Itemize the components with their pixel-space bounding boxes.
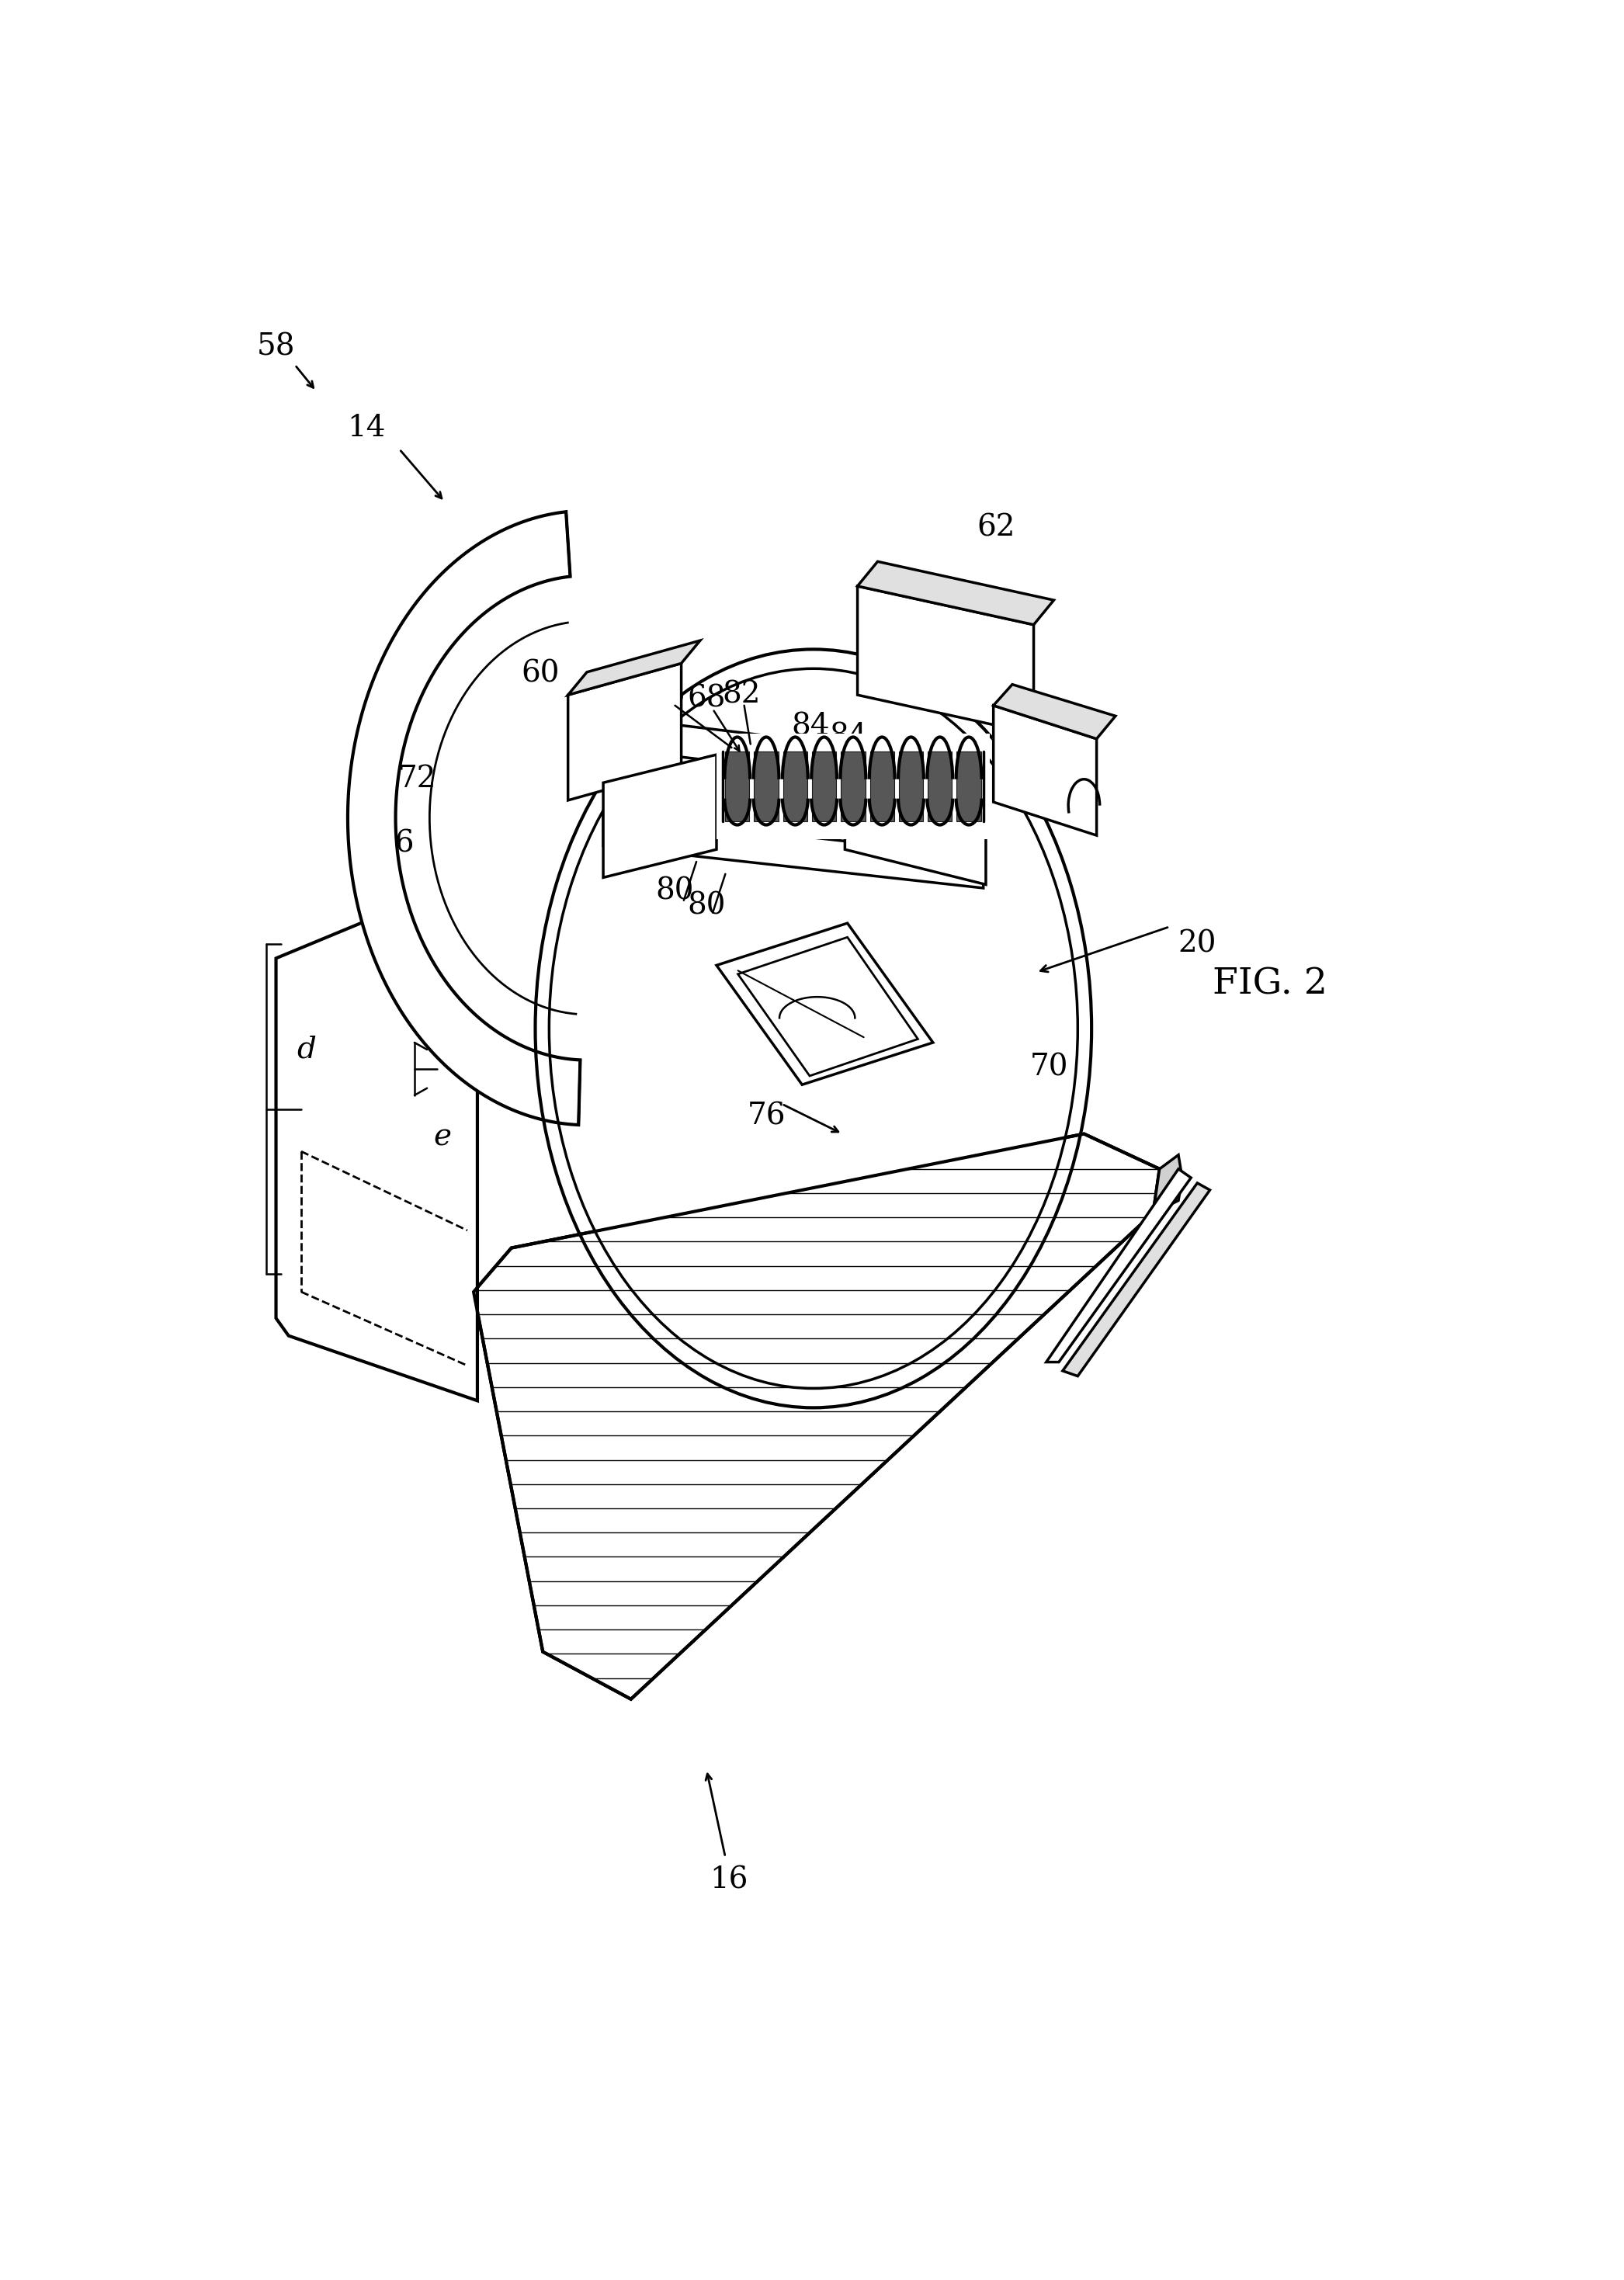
Polygon shape <box>737 937 918 1076</box>
Text: 20: 20 <box>1177 930 1216 958</box>
Polygon shape <box>716 923 932 1085</box>
Polygon shape <box>857 561 1054 625</box>
Polygon shape <box>1046 1170 1190 1361</box>
Text: 74: 74 <box>770 1010 807 1040</box>
Text: 64: 64 <box>1004 768 1043 798</box>
Polygon shape <box>1153 1156 1182 1213</box>
Polygon shape <box>603 755 716 878</box>
Polygon shape <box>474 1133 1160 1699</box>
Polygon shape <box>898 750 922 821</box>
Text: 84: 84 <box>830 723 867 752</box>
Text: 76: 76 <box>747 1101 786 1131</box>
Polygon shape <box>857 586 1033 734</box>
Polygon shape <box>957 750 981 821</box>
Text: 80: 80 <box>687 891 726 919</box>
Text: 58: 58 <box>257 333 296 363</box>
Polygon shape <box>568 641 700 695</box>
Polygon shape <box>927 750 952 821</box>
Polygon shape <box>716 734 989 839</box>
Text: 82: 82 <box>723 682 762 709</box>
Text: 14: 14 <box>348 413 387 442</box>
Text: 84: 84 <box>791 711 830 741</box>
Text: d: d <box>297 1035 315 1065</box>
Polygon shape <box>870 750 895 821</box>
Text: 68: 68 <box>687 684 726 714</box>
Polygon shape <box>276 919 477 1400</box>
Polygon shape <box>994 684 1116 739</box>
Polygon shape <box>844 748 986 885</box>
Polygon shape <box>841 750 866 821</box>
Polygon shape <box>994 705 1096 834</box>
Text: 78: 78 <box>646 682 685 709</box>
Polygon shape <box>549 668 1078 1389</box>
Text: 18: 18 <box>874 1010 913 1040</box>
Text: 80: 80 <box>656 878 693 905</box>
Text: e: e <box>434 1124 451 1151</box>
Polygon shape <box>754 750 778 821</box>
Text: 72: 72 <box>398 764 437 793</box>
Polygon shape <box>1062 1183 1210 1377</box>
Polygon shape <box>812 750 836 821</box>
Text: 66: 66 <box>377 830 414 860</box>
Polygon shape <box>568 663 680 800</box>
Text: 60: 60 <box>521 659 560 689</box>
Polygon shape <box>783 750 807 821</box>
Polygon shape <box>348 511 580 1124</box>
Polygon shape <box>474 1133 1160 1699</box>
Text: FIG. 2: FIG. 2 <box>1213 967 1328 1003</box>
Polygon shape <box>603 814 984 889</box>
Text: 16: 16 <box>710 1865 749 1895</box>
Text: 70: 70 <box>1030 1053 1069 1081</box>
Text: 62: 62 <box>976 513 1015 543</box>
Text: 82: 82 <box>870 741 908 768</box>
Polygon shape <box>603 716 984 793</box>
Polygon shape <box>726 750 749 821</box>
